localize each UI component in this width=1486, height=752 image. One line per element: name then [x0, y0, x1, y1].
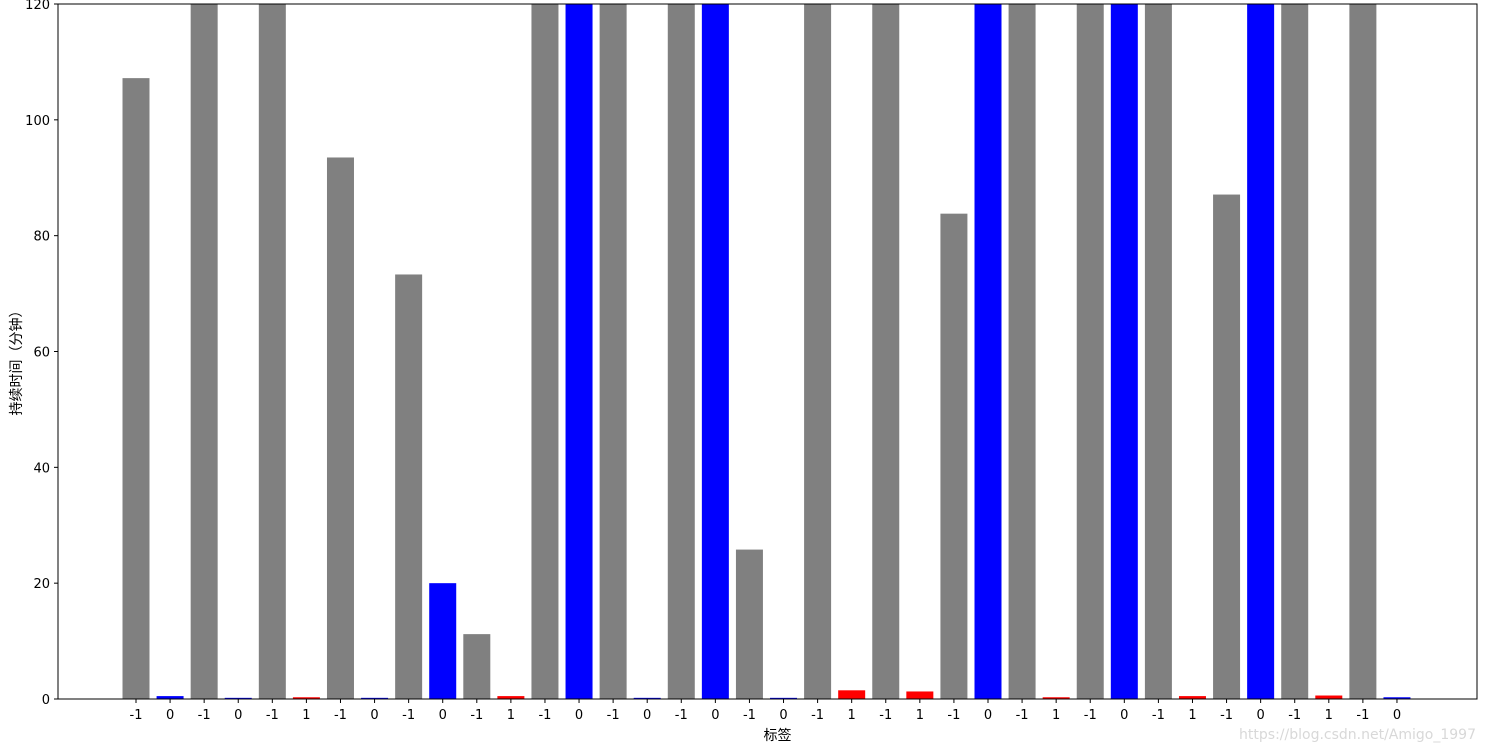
bar — [804, 4, 832, 699]
y-tick-label: 100 — [25, 114, 50, 129]
bar — [190, 4, 218, 699]
bar — [1042, 697, 1070, 699]
x-tick-label: -1 — [1152, 708, 1165, 723]
x-tick-label: 1 — [1188, 708, 1196, 723]
x-tick-label: -1 — [1288, 708, 1301, 723]
x-tick-label: 0 — [711, 708, 719, 723]
x-tick-label: 0 — [166, 708, 174, 723]
x-tick-label: 0 — [370, 708, 378, 723]
bar — [497, 696, 525, 699]
x-tick-label: -1 — [1016, 708, 1029, 723]
bar — [1110, 4, 1138, 699]
bar — [156, 696, 184, 699]
x-tick-label: -1 — [1220, 708, 1233, 723]
x-tick-label: -1 — [1084, 708, 1097, 723]
y-axis: 0 20 40 60 80 100 120 — [25, 0, 58, 708]
x-tick-label: 1 — [916, 708, 924, 723]
bar — [463, 634, 491, 699]
x-tick-label: -1 — [198, 708, 211, 723]
bar — [429, 583, 457, 699]
bar — [940, 213, 968, 699]
bar — [599, 4, 627, 699]
y-tick-label: 20 — [33, 577, 50, 592]
y-tick-label: 80 — [33, 230, 50, 245]
bar — [1349, 4, 1377, 699]
x-tick-label: 1 — [507, 708, 515, 723]
y-tick-label: 120 — [25, 0, 50, 13]
x-tick-label: 1 — [1325, 708, 1333, 723]
x-tick-label: -1 — [538, 708, 551, 723]
bar — [565, 4, 593, 699]
x-tick-label: -1 — [947, 708, 960, 723]
bar — [872, 4, 900, 699]
bar — [633, 697, 661, 699]
bar — [292, 697, 320, 699]
x-tick-label: 0 — [984, 708, 992, 723]
bar — [701, 4, 729, 699]
bar — [122, 78, 150, 699]
bar — [1178, 696, 1206, 699]
x-tick-label: -1 — [1356, 708, 1369, 723]
bar — [224, 697, 252, 699]
x-tick-label: -1 — [334, 708, 347, 723]
bar — [1315, 695, 1343, 699]
bar — [1144, 4, 1172, 699]
bar — [1076, 4, 1104, 699]
x-tick-label: -1 — [402, 708, 415, 723]
x-tick-label: 0 — [439, 708, 447, 723]
x-tick-label: 0 — [1393, 708, 1401, 723]
x-tick-label: 0 — [643, 708, 651, 723]
bar — [667, 4, 695, 699]
bar — [258, 4, 286, 699]
y-axis-label: 持续时间（分钟） — [8, 304, 25, 416]
x-tick-label: 0 — [575, 708, 583, 723]
bar — [1213, 194, 1241, 700]
bar — [1008, 4, 1036, 699]
bar — [361, 697, 389, 699]
bar — [395, 274, 423, 699]
y-tick-label: 0 — [42, 693, 50, 708]
x-tick-label: 0 — [1120, 708, 1128, 723]
x-tick-label: 0 — [234, 708, 242, 723]
x-tick-label: -1 — [879, 708, 892, 723]
plot-frame — [57, 3, 1478, 700]
bar — [906, 691, 934, 699]
bar — [735, 549, 763, 699]
x-axis-label: 标签 — [764, 727, 792, 744]
x-tick-label: 1 — [1052, 708, 1060, 723]
watermark: https://blog.csdn.net/Amigo_1997 — [1239, 727, 1476, 743]
y-tick-label: 40 — [33, 461, 50, 476]
x-tick-label: 0 — [1256, 708, 1264, 723]
bar — [1383, 697, 1411, 699]
x-tick-label: -1 — [675, 708, 688, 723]
x-tick-label: 1 — [848, 708, 856, 723]
bar — [770, 697, 798, 699]
bar — [531, 4, 559, 699]
bar — [1247, 4, 1275, 699]
x-tick-label: 1 — [302, 708, 310, 723]
x-axis: -1 0 -1 0 -1 1 -1 0 -1 0 -1 1 -1 0 -1 0 -1 0 -1 0 -1 1 -1 1 -1 0 -… — [130, 699, 1401, 723]
x-tick-label: 0 — [779, 708, 787, 723]
x-tick-label: -1 — [130, 708, 143, 723]
bar — [326, 157, 354, 700]
bars-layer — [122, 4, 1411, 700]
bar — [838, 690, 866, 699]
x-tick-label: -1 — [743, 708, 756, 723]
x-tick-label: -1 — [470, 708, 483, 723]
x-tick-label: -1 — [811, 708, 824, 723]
y-tick-label: 60 — [33, 346, 50, 361]
bar — [974, 4, 1002, 699]
bar — [1281, 4, 1309, 699]
x-tick-label: -1 — [607, 708, 620, 723]
x-tick-label: -1 — [266, 708, 279, 723]
